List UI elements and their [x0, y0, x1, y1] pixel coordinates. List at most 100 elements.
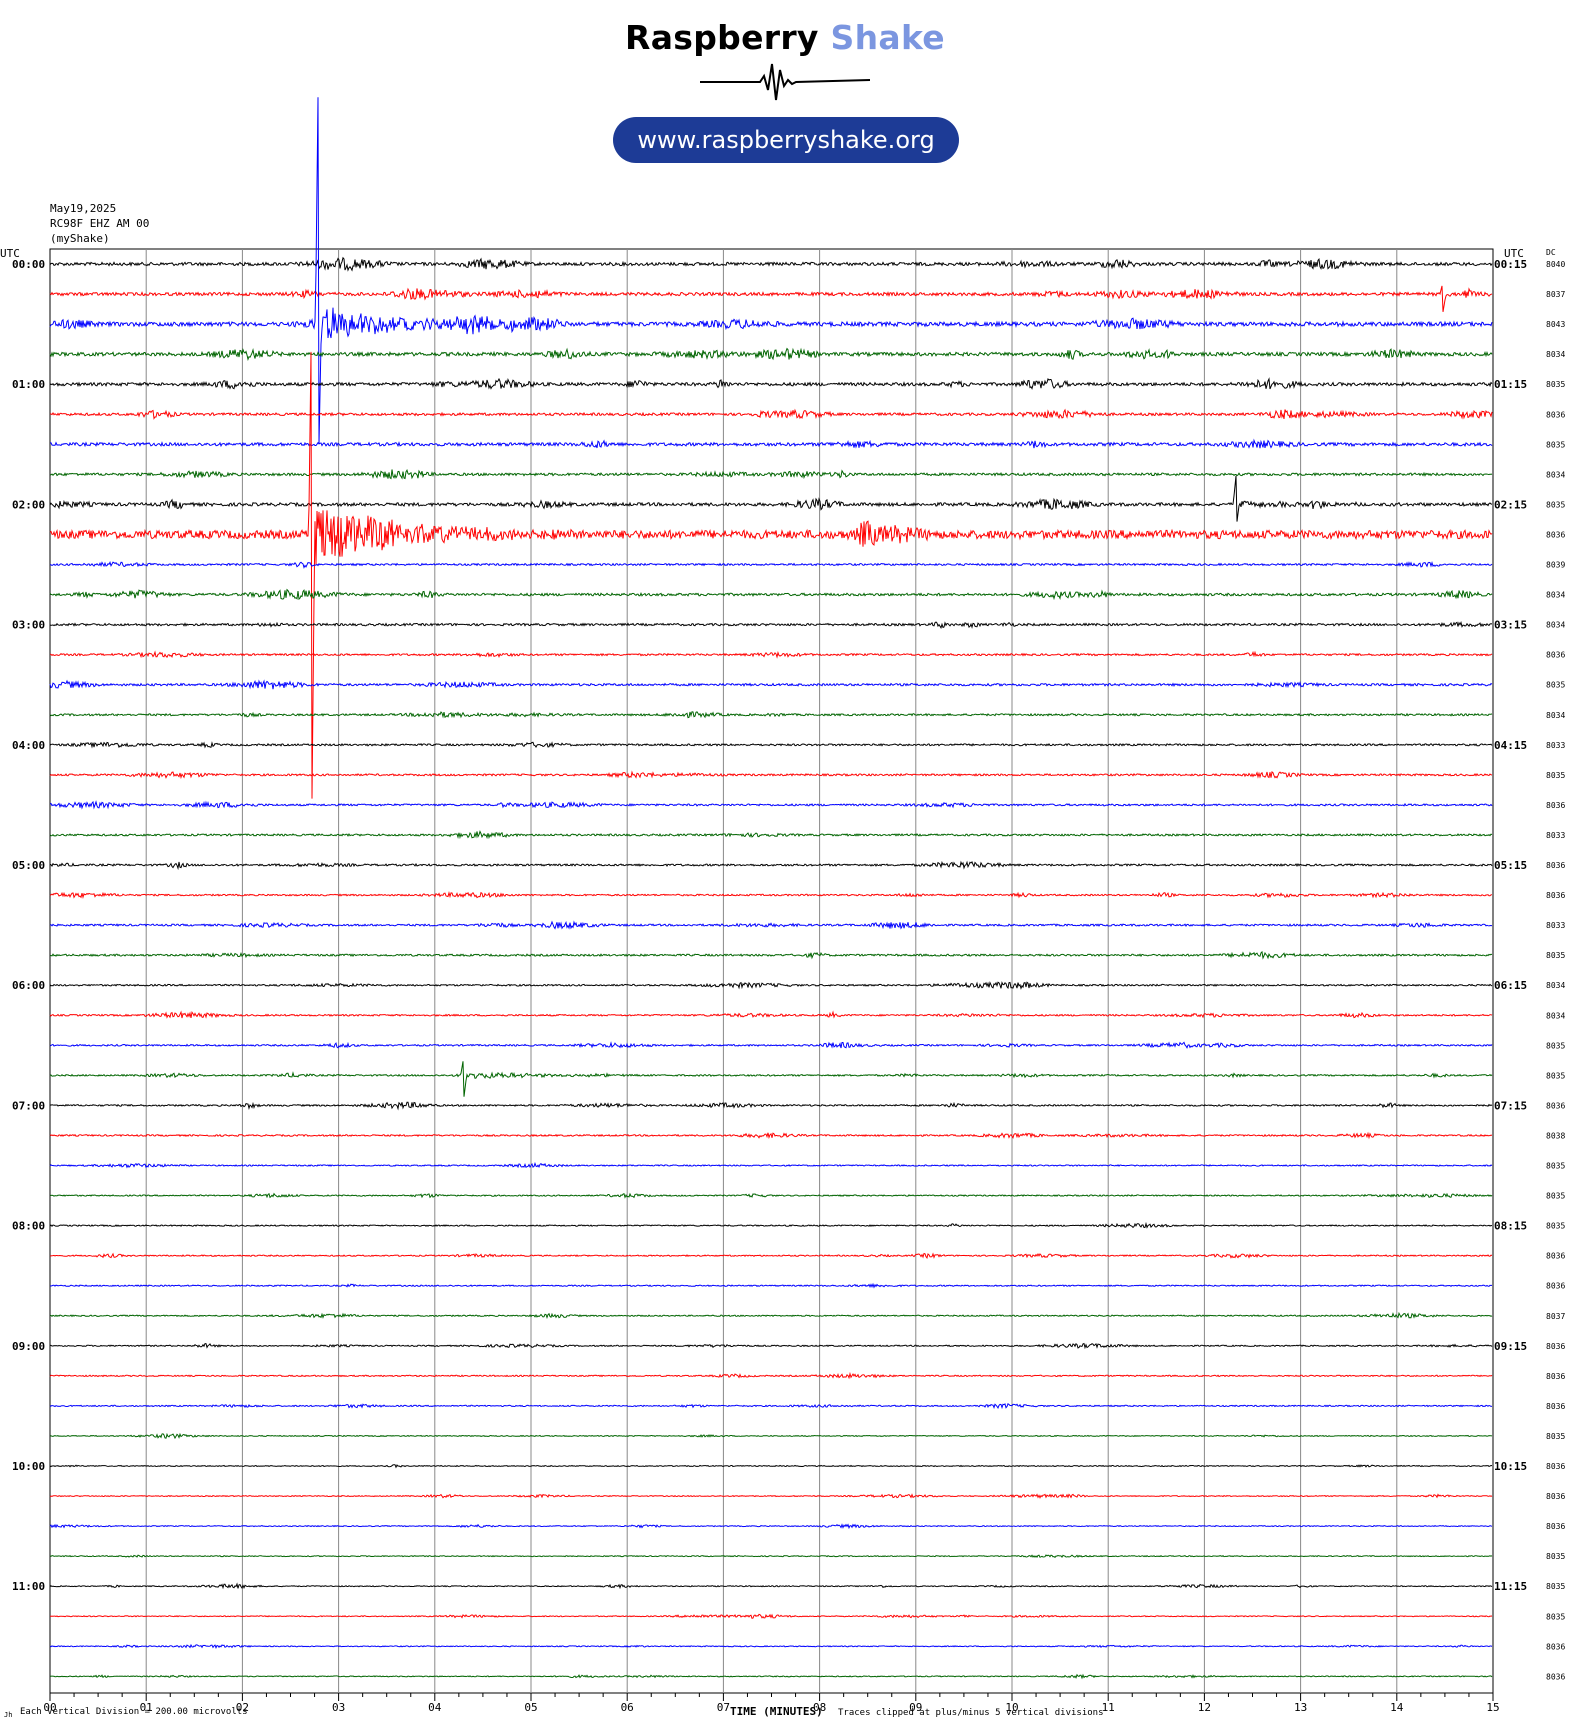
dc-offset-label: 8035: [1546, 951, 1565, 960]
clip-note: Traces clipped at plus/minus 5 vertical …: [838, 1708, 1104, 1718]
dc-offset-label: 8035: [1546, 1192, 1565, 1201]
seismic-trace: [49, 285, 1493, 312]
dc-offset-label: 8035: [1546, 771, 1565, 780]
dc-offset-label: 8043: [1546, 320, 1565, 329]
dc-offset-label: 8036: [1546, 861, 1565, 870]
dc-offset-label: 8033: [1546, 741, 1565, 750]
seismic-trace: [50, 1613, 1493, 1619]
x-axis-label: TIME (MINUTES): [730, 1705, 823, 1718]
seismic-trace: [49, 377, 1493, 390]
dc-offset-label: 8036: [1546, 1252, 1565, 1261]
hour-label-right: 04:15: [1494, 739, 1527, 752]
dc-offset-label: 8040: [1546, 260, 1565, 269]
seismic-trace: [49, 711, 1493, 719]
seismic-trace: [49, 920, 1493, 930]
dc-offset-label: 8034: [1546, 711, 1565, 720]
dc-offset-label: 8034: [1546, 621, 1565, 630]
hour-label-right: 01:15: [1494, 378, 1527, 391]
dc-offset-label: 8035: [1546, 440, 1565, 449]
seismic-wave-icon: [700, 63, 870, 101]
seismic-trace: [49, 97, 1493, 445]
dc-offset-label: 8035: [1546, 1582, 1565, 1591]
seismic-trace: [49, 650, 1493, 659]
hour-label-right: 06:15: [1494, 979, 1527, 992]
hour-label-right: 11:15: [1494, 1580, 1527, 1593]
seismic-trace: [50, 1673, 1493, 1680]
dc-offset-label: 8035: [1546, 1162, 1565, 1171]
hour-label-left: 09:00: [12, 1340, 45, 1353]
hour-label-left: 03:00: [12, 619, 45, 632]
seismic-trace: [49, 408, 1493, 420]
brand-word-shake: Shake: [830, 18, 945, 57]
dc-offset-label: 8035: [1546, 1612, 1565, 1621]
hour-label-left: 07:00: [12, 1099, 45, 1112]
x-tick-label: 14: [1390, 1701, 1404, 1714]
seismic-trace: [49, 1311, 1493, 1320]
dc-offset-label: 8036: [1546, 1522, 1565, 1531]
hour-label-right: 03:15: [1494, 619, 1527, 632]
dc-offset-label: 8036: [1546, 891, 1565, 900]
seismic-trace: [49, 1252, 1493, 1260]
dc-offset-label: 8036: [1546, 801, 1565, 810]
dc-offset-label: 8033: [1546, 921, 1565, 930]
scale-note: Each Vertical Division = 200.00 microvol…: [20, 1707, 248, 1717]
dc-offset-label: 8036: [1546, 1342, 1565, 1351]
seismic-trace: [49, 1643, 1493, 1649]
seismic-trace: [49, 1554, 1493, 1559]
seismic-trace: [49, 1101, 1493, 1111]
dc-offset-label: 8036: [1546, 651, 1565, 660]
x-tick-label: 08: [813, 1701, 826, 1714]
hour-label-right: 08:15: [1494, 1220, 1527, 1233]
dc-offset-label: 8034: [1546, 591, 1565, 600]
seismic-trace: [49, 1403, 1493, 1410]
seismic-trace: [49, 1523, 1493, 1530]
dc-offset-label: 8035: [1546, 1041, 1565, 1050]
utc-right-label: UTC: [1504, 247, 1524, 260]
seismic-trace: [49, 1041, 1493, 1049]
x-tick-label: 11: [1102, 1701, 1115, 1714]
seismic-trace: [49, 588, 1493, 601]
seismic-trace: [49, 351, 1493, 799]
dc-offset-label: 8036: [1546, 1372, 1565, 1381]
seismic-trace: [49, 860, 1493, 871]
dc-offset-label: 8036: [1546, 1672, 1565, 1681]
dc-offset-label: 8036: [1546, 1462, 1565, 1471]
dc-offset-label: 8035: [1546, 1222, 1565, 1231]
seismic-trace: [49, 1221, 1493, 1229]
hour-label-right: 05:15: [1494, 859, 1527, 872]
plot-frame: [49, 248, 1494, 1694]
x-tick-label: 01: [140, 1701, 153, 1714]
x-tick-label: 13: [1294, 1701, 1307, 1714]
seismic-trace: [49, 981, 1493, 990]
x-tick-label: 02: [236, 1701, 249, 1714]
hour-label-right: 09:15: [1494, 1340, 1527, 1353]
dc-offset-label: 8036: [1546, 1101, 1565, 1110]
seismic-trace: [49, 800, 1493, 810]
seismic-trace: [49, 1010, 1493, 1019]
seismic-trace: [49, 741, 1493, 749]
seismic-trace: [49, 1464, 1493, 1469]
date-label: May19,2025: [50, 202, 117, 215]
dc-offset-label: 8033: [1546, 831, 1565, 840]
seismic-trace: [49, 1582, 1493, 1590]
seismic-trace: [49, 475, 1493, 522]
x-tick-label: 04: [428, 1701, 442, 1714]
dc-label: DC: [1546, 248, 1556, 257]
dc-offset-label: 8034: [1546, 350, 1565, 359]
dc-offset-label: 8036: [1546, 410, 1565, 419]
seismic-trace: [49, 1162, 1493, 1169]
station-label: RC98F EHZ AM 00: [50, 217, 150, 230]
seismic-trace: [49, 1493, 1493, 1499]
dc-offset-label: 8037: [1546, 290, 1565, 299]
hour-label-left: 10:00: [12, 1460, 45, 1473]
hour-label-left: 01:00: [12, 378, 45, 391]
corner-mark: Jh: [4, 1711, 12, 1719]
dc-offset-label: 8035: [1546, 681, 1565, 690]
x-tick-label: 10: [1005, 1701, 1018, 1714]
hour-label-left: 02:00: [12, 498, 45, 511]
hour-label-left: 04:00: [12, 739, 45, 752]
seismic-trace: [49, 770, 1493, 780]
seismic-trace: [49, 1192, 1493, 1199]
website-link[interactable]: www.raspberryshake.org: [613, 117, 959, 163]
